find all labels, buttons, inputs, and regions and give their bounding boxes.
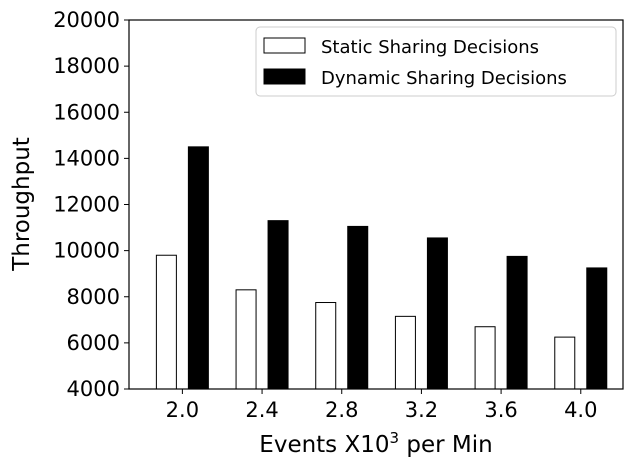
bar-dynamic-3.2 (426, 237, 448, 390)
y-tick-label: 14000 (53, 146, 120, 170)
x-tick-label: 2.0 (166, 398, 199, 422)
y-tick-label: 20000 (53, 8, 120, 32)
x-tick-label: 2.8 (325, 398, 358, 422)
bar-dynamic-2.8 (347, 225, 369, 390)
x-tick-label: 3.2 (405, 398, 438, 422)
y-tick-label: 4000 (67, 377, 120, 401)
y-tick-label: 12000 (53, 193, 120, 217)
x-tick-label: 2.4 (245, 398, 278, 422)
y-axis-label: Throughput (9, 137, 35, 272)
y-axis-ticks: 4000 6000 8000 10000 12000 14000 16000 18000 200… (53, 8, 129, 401)
bar-static-2.4 (235, 289, 257, 390)
x-axis-label: Events X103 per Min (259, 429, 492, 458)
y-tick-label: 18000 (53, 54, 120, 78)
legend-label-static: Static Sharing Decisions (321, 37, 539, 58)
bar-static-3.6 (474, 326, 496, 390)
bar-static-4.0 (554, 336, 576, 390)
bar-dynamic-2.4 (267, 220, 289, 390)
bar-static-3.2 (394, 315, 416, 390)
x-tick-label: 4.0 (564, 398, 597, 422)
bar-dynamic-3.6 (506, 255, 528, 390)
legend-swatch-dynamic (263, 68, 306, 85)
y-tick-label: 8000 (67, 285, 120, 309)
legend-label-dynamic: Dynamic Sharing Decisions (321, 68, 567, 89)
y-tick-label: 16000 (53, 100, 120, 124)
y-tick-label: 6000 (67, 331, 120, 355)
bar-static-2.8 (315, 302, 337, 390)
bar-dynamic-4.0 (586, 267, 608, 390)
x-tick-label: 3.6 (484, 398, 517, 422)
y-tick-label: 10000 (53, 239, 120, 263)
bar-dynamic-2.0 (187, 146, 209, 390)
legend: Static Sharing Decisions Dynamic Sharing… (255, 26, 617, 97)
legend-swatch-static (263, 37, 306, 54)
legend-box (255, 26, 617, 97)
bar-static-2.0 (155, 254, 177, 390)
bars-group (155, 146, 608, 390)
x-axis-ticks: 2.0 2.4 2.8 3.2 3.6 4.0 (166, 389, 597, 422)
